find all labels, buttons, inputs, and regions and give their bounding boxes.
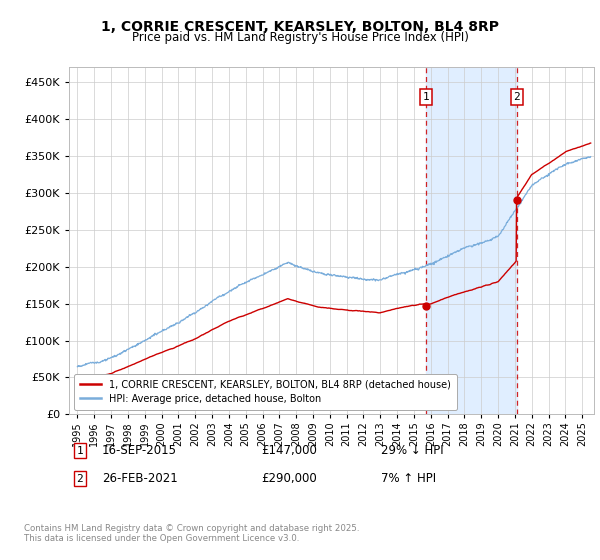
Text: £147,000: £147,000 xyxy=(261,444,317,458)
Text: 29% ↓ HPI: 29% ↓ HPI xyxy=(381,444,443,458)
Text: 2: 2 xyxy=(76,474,83,484)
Text: £290,000: £290,000 xyxy=(261,472,317,486)
Text: 1, CORRIE CRESCENT, KEARSLEY, BOLTON, BL4 8RP: 1, CORRIE CRESCENT, KEARSLEY, BOLTON, BL… xyxy=(101,20,499,34)
Legend: 1, CORRIE CRESCENT, KEARSLEY, BOLTON, BL4 8RP (detached house), HPI: Average pri: 1, CORRIE CRESCENT, KEARSLEY, BOLTON, BL… xyxy=(74,374,457,409)
Text: 1: 1 xyxy=(76,446,83,456)
Text: Price paid vs. HM Land Registry's House Price Index (HPI): Price paid vs. HM Land Registry's House … xyxy=(131,31,469,44)
Text: 2: 2 xyxy=(514,92,520,102)
Bar xyxy=(426,67,517,414)
Text: 1: 1 xyxy=(422,92,429,102)
Text: Contains HM Land Registry data © Crown copyright and database right 2025.
This d: Contains HM Land Registry data © Crown c… xyxy=(24,524,359,543)
Text: 16-SEP-2015: 16-SEP-2015 xyxy=(102,444,177,458)
Text: 26-FEB-2021: 26-FEB-2021 xyxy=(102,472,178,486)
Text: 7% ↑ HPI: 7% ↑ HPI xyxy=(381,472,436,486)
